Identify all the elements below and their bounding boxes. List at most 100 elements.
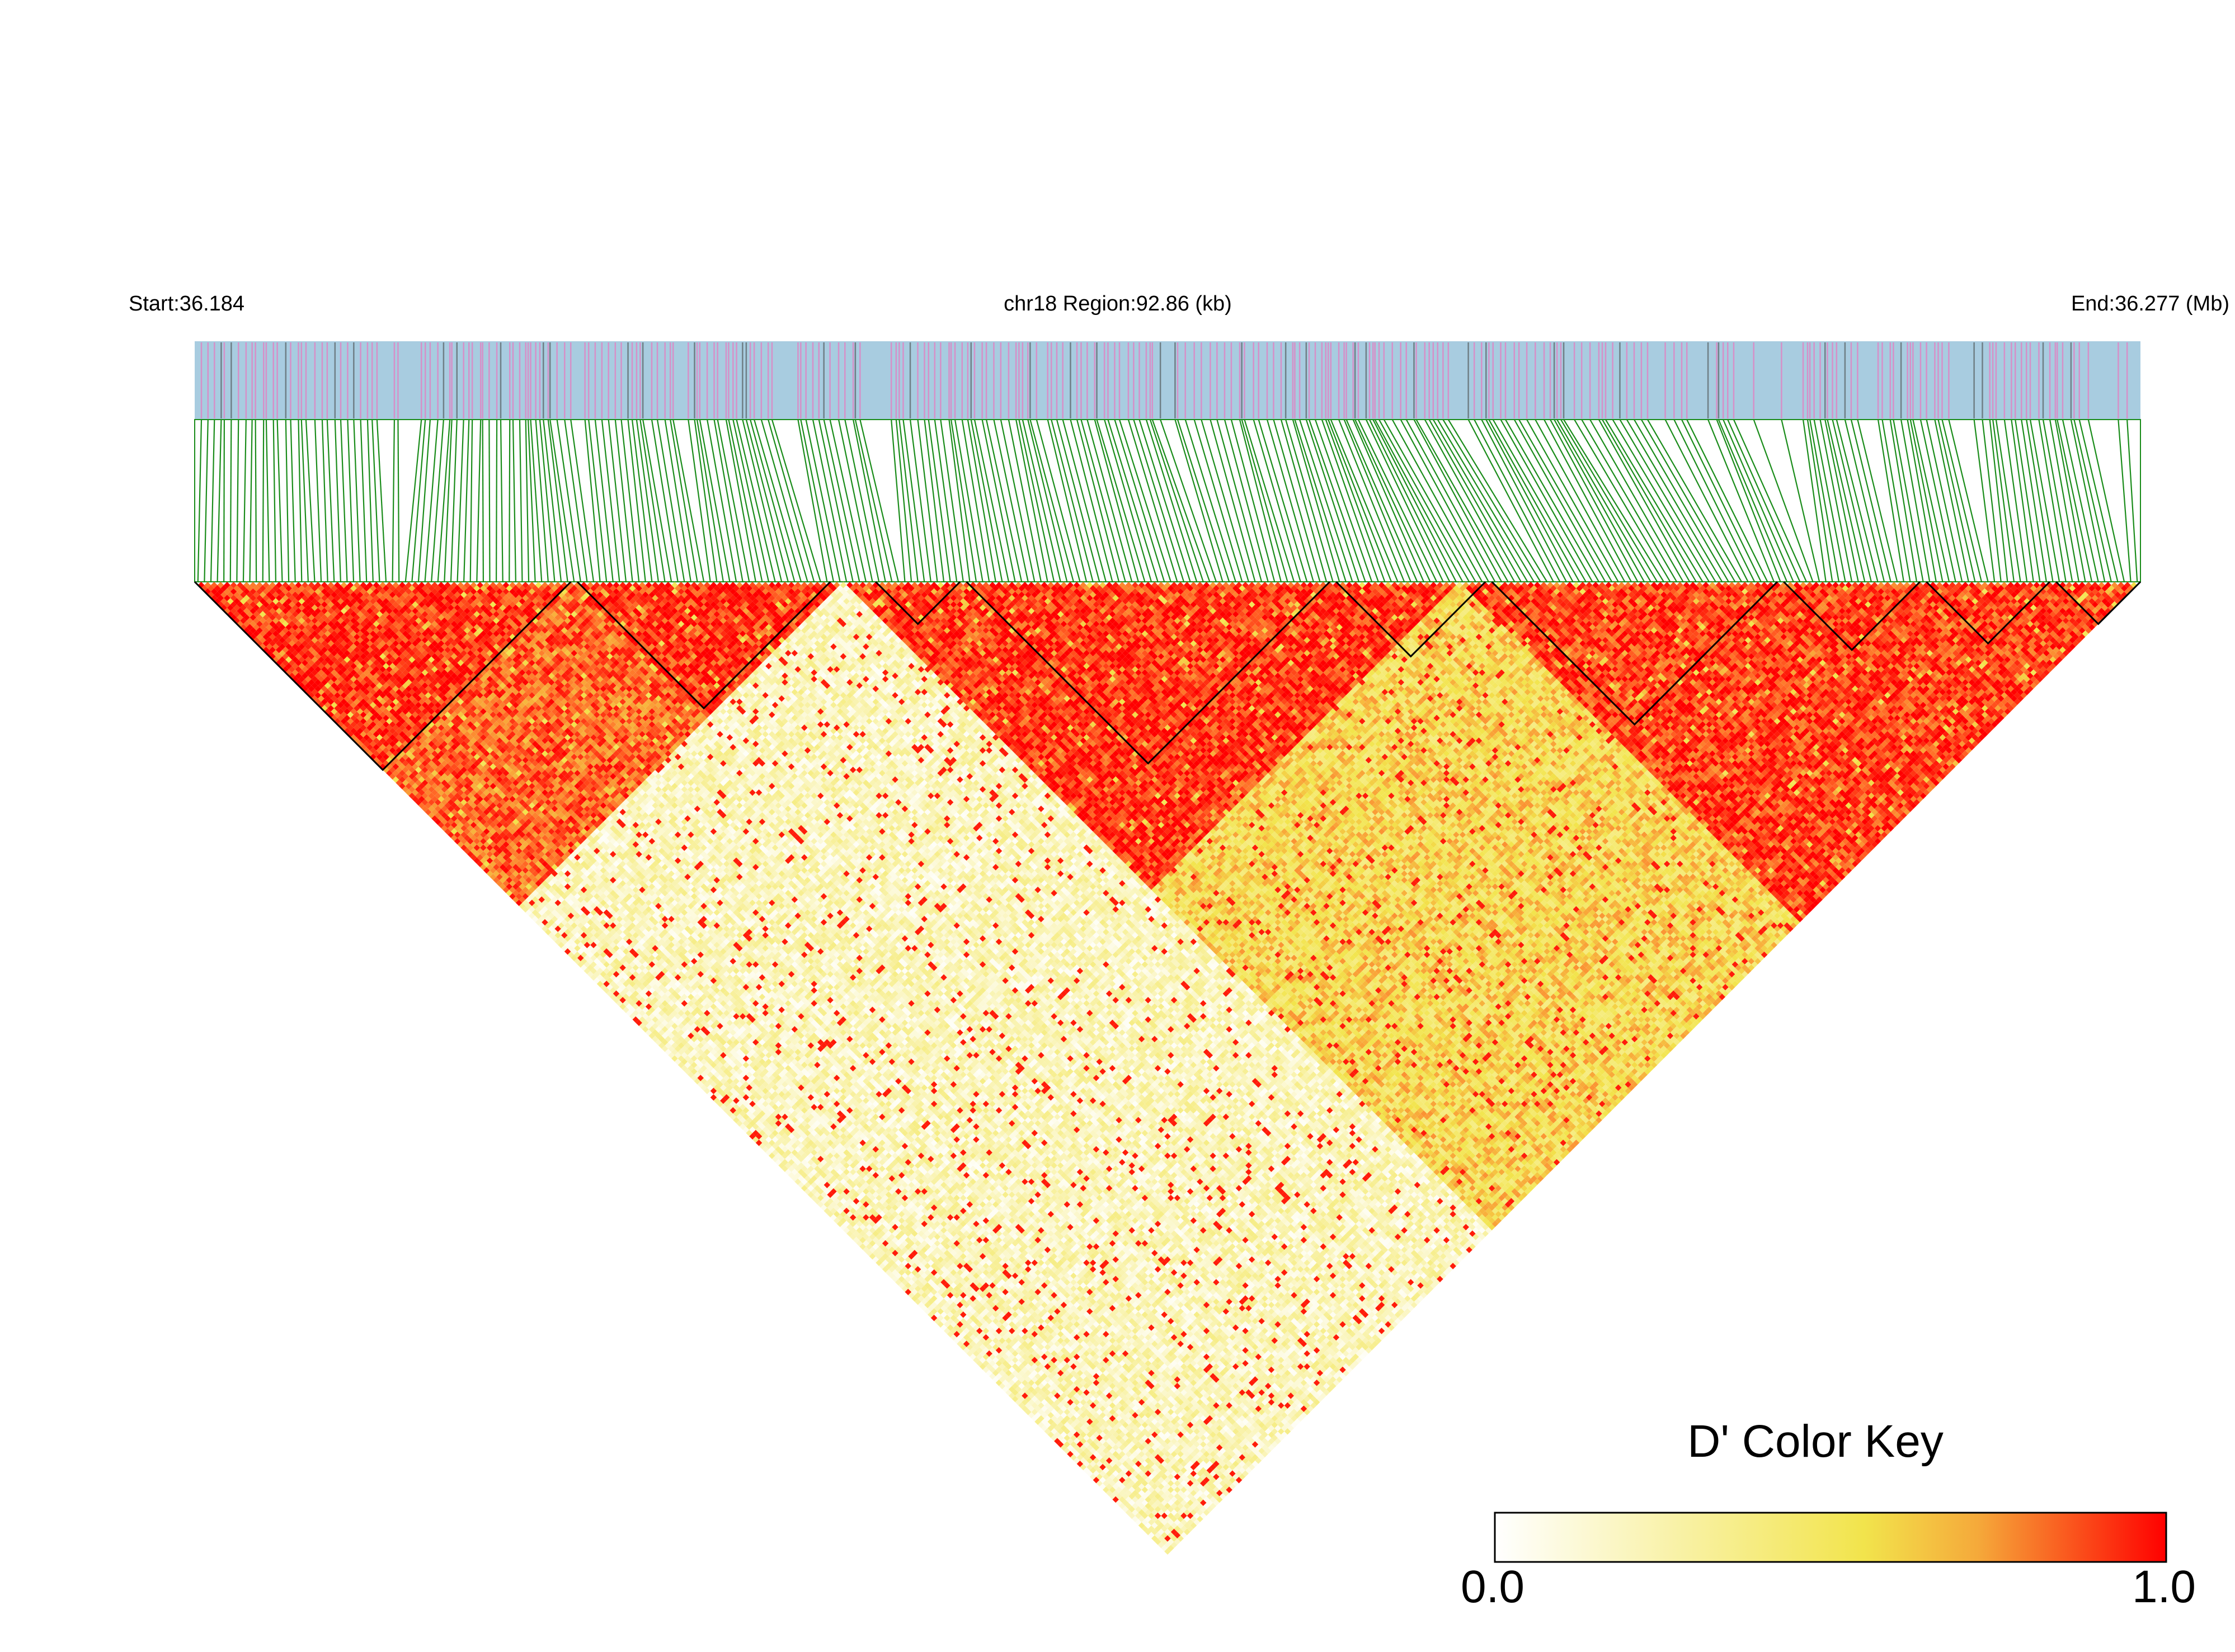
snp-connector — [250, 420, 252, 582]
snp-connector — [327, 420, 334, 582]
snp-connector — [335, 420, 341, 582]
snp-connector — [341, 420, 347, 582]
connector-panel-frame — [195, 420, 2140, 582]
snp-connector — [256, 420, 257, 582]
snp-connector — [501, 420, 503, 582]
snp-connector — [211, 420, 214, 582]
snp-connector — [1890, 420, 1917, 582]
snp-connector — [1077, 420, 1119, 582]
snp-connector — [1281, 420, 1326, 582]
snp-connector — [509, 420, 510, 582]
snp-connector — [1146, 420, 1197, 582]
snp-connector — [1267, 420, 1314, 582]
snp-connector — [1128, 420, 1177, 582]
snp-connector — [1001, 420, 1034, 582]
snp-connector — [368, 420, 373, 582]
snp-connector — [1051, 420, 1093, 582]
snp-connector — [1373, 420, 1456, 582]
snp-connector — [1339, 420, 1404, 582]
snp-connector — [1993, 420, 2014, 582]
snp-connector — [451, 420, 457, 582]
snp-connector — [736, 420, 775, 582]
snp-connector — [393, 420, 394, 582]
snp-connector — [1599, 420, 1690, 582]
snp-connector — [1057, 420, 1099, 582]
snp-connector — [2079, 420, 2118, 582]
snp-connector — [1104, 420, 1151, 582]
snp-connector — [929, 420, 951, 582]
snp-connector — [1326, 420, 1385, 582]
snp-connector — [564, 420, 587, 582]
snp-connector — [398, 420, 399, 582]
snp-connector — [1544, 420, 1631, 582]
snp-connector — [1935, 420, 1968, 582]
snp-connector — [464, 420, 469, 582]
snp-connector — [1433, 420, 1528, 582]
snp-connector — [550, 420, 574, 582]
snp-connector — [694, 420, 717, 582]
snp-connector — [1108, 420, 1158, 582]
snp-connector — [1535, 420, 1625, 582]
snp-connector — [768, 420, 814, 582]
snp-connector — [470, 420, 472, 582]
snp-connector — [520, 420, 522, 582]
snp-connector — [1550, 420, 1638, 582]
snp-connector — [1087, 420, 1132, 582]
snp-connector — [291, 420, 295, 582]
snp-connector — [263, 420, 264, 582]
snp-connector — [1582, 420, 1677, 582]
snp-connector — [198, 420, 201, 582]
snp-connector — [557, 420, 581, 582]
snp-connector — [1185, 420, 1236, 582]
snp-connector-lines — [198, 420, 2137, 582]
snp-connector — [1665, 420, 1748, 582]
snp-connector — [746, 420, 788, 582]
snp-connector — [1882, 420, 1910, 582]
snp-connector — [571, 420, 594, 582]
snp-connector — [1719, 420, 1787, 582]
snp-connector — [1095, 420, 1138, 582]
snp-connector — [315, 420, 321, 582]
snp-connector — [431, 420, 444, 582]
snp-connector — [513, 420, 516, 582]
snp-connector — [853, 420, 886, 582]
snp-connector — [526, 420, 529, 582]
snp-connector — [274, 420, 276, 582]
snp-connector — [243, 420, 246, 582]
snp-connector — [1028, 420, 1067, 582]
snp-connector — [772, 420, 821, 582]
snp-connector — [298, 420, 302, 582]
snp-connector — [496, 420, 497, 582]
snp-connector — [489, 420, 490, 582]
snp-connector — [354, 420, 360, 582]
snp-connector — [697, 420, 723, 582]
snp-connector — [1561, 420, 1657, 582]
snp-connector — [860, 420, 898, 582]
snp-connector — [1949, 420, 1988, 582]
snp-connector — [204, 420, 208, 582]
snp-connector — [700, 420, 730, 582]
snp-connector — [742, 420, 782, 582]
snp-connector — [761, 420, 808, 582]
snp-connector — [1114, 420, 1164, 582]
snp-connector — [1448, 420, 1547, 582]
snp-connector — [1097, 420, 1145, 582]
snp-connector — [1627, 420, 1722, 582]
snp-connector — [266, 420, 269, 582]
snp-connector — [458, 420, 464, 582]
snp-connector — [425, 420, 438, 582]
snp-connector — [286, 420, 289, 582]
snp-connector — [1119, 420, 1171, 582]
snp-connector — [277, 420, 283, 582]
snp-connector — [477, 420, 481, 582]
snp-connector — [2030, 420, 2059, 582]
snp-connector — [1070, 420, 1112, 582]
snp-connector — [1063, 420, 1106, 582]
snp-connector — [1244, 420, 1294, 582]
snp-connector — [218, 420, 222, 582]
snp-connector — [632, 420, 652, 582]
snp-connector — [1833, 420, 1871, 582]
snp-connector — [2071, 420, 2105, 582]
snp-connector — [1081, 420, 1125, 582]
snp-connector — [1827, 420, 1865, 582]
